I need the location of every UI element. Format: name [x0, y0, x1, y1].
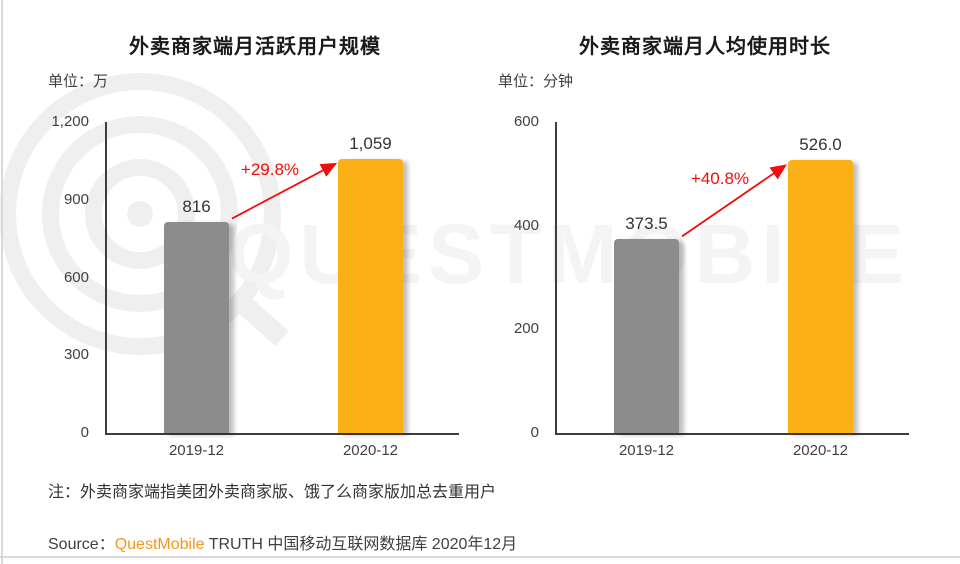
y-tick-label: 600: [63, 268, 89, 286]
slide-left-border: [1, 0, 3, 564]
bar-value-label: 373.5: [625, 214, 668, 234]
growth-label: +40.8%: [690, 169, 750, 189]
bar-value-label: 1,059: [349, 133, 392, 153]
chart-mau: 外卖商家端月活跃用户规模 单位：万 0 300 600 900 1,200 816 2019…: [40, 22, 470, 462]
y-tick-label: 400: [513, 216, 539, 234]
y-tick-label: 300: [63, 346, 89, 364]
y-tick-label: 0: [80, 424, 89, 441]
chart-usage-duration: 外卖商家端月人均使用时长 单位：分钟 0 200 400 600 373.5 2019-1…: [490, 22, 920, 462]
y-tick-label: 200: [513, 320, 539, 338]
footnote: 注：外卖商家端指美团外卖商家版、饿了么商家版加总去重用户: [48, 484, 497, 501]
plot-area: 0 200 400 600 373.5 2019-12 526.0 2020-12 +40.8%: [514, 113, 909, 459]
growth-label: +29.8%: [240, 159, 300, 179]
chart-title: 外卖商家端月人均使用时长: [579, 36, 831, 58]
plot-area: 0 300 600 900 1,200 816 2019-12 1,059 2020-12 +29…: [51, 113, 459, 459]
unit-label: 单位：分钟: [498, 73, 574, 90]
bar: [788, 160, 853, 433]
y-tick-label: 0: [530, 424, 539, 441]
source-brand: QuestMobile: [114, 536, 205, 553]
x-axis-label: 2019-12: [168, 442, 225, 459]
bar: [338, 158, 403, 433]
y-tick-label: 900: [63, 190, 89, 208]
x-axis-label: 2020-12: [792, 442, 849, 459]
bar-value-label: 816: [182, 196, 211, 216]
chart-title: 外卖商家端月活跃用户规模: [129, 36, 381, 58]
bar: [614, 239, 679, 433]
bar: [164, 221, 229, 433]
slide-bottom-border: [0, 556, 960, 558]
source-prefix: Source：: [48, 536, 115, 553]
y-tick-label: 1,200: [51, 113, 89, 130]
unit-label: 单位：万: [48, 73, 109, 90]
source-suffix: TRUTH 中国移动互联网数据库 2020年12月: [204, 536, 518, 553]
bar-value-label: 526.0: [799, 135, 842, 155]
growth-arrow-icon: [231, 162, 338, 220]
x-axis-label: 2020-12: [342, 442, 399, 459]
y-tick-label: 600: [513, 113, 539, 130]
x-axis-label: 2019-12: [618, 442, 675, 459]
growth-arrow-icon: [681, 164, 787, 238]
source-line: Source：QuestMobile TRUTH 中国移动互联网数据库 2020…: [48, 530, 517, 554]
